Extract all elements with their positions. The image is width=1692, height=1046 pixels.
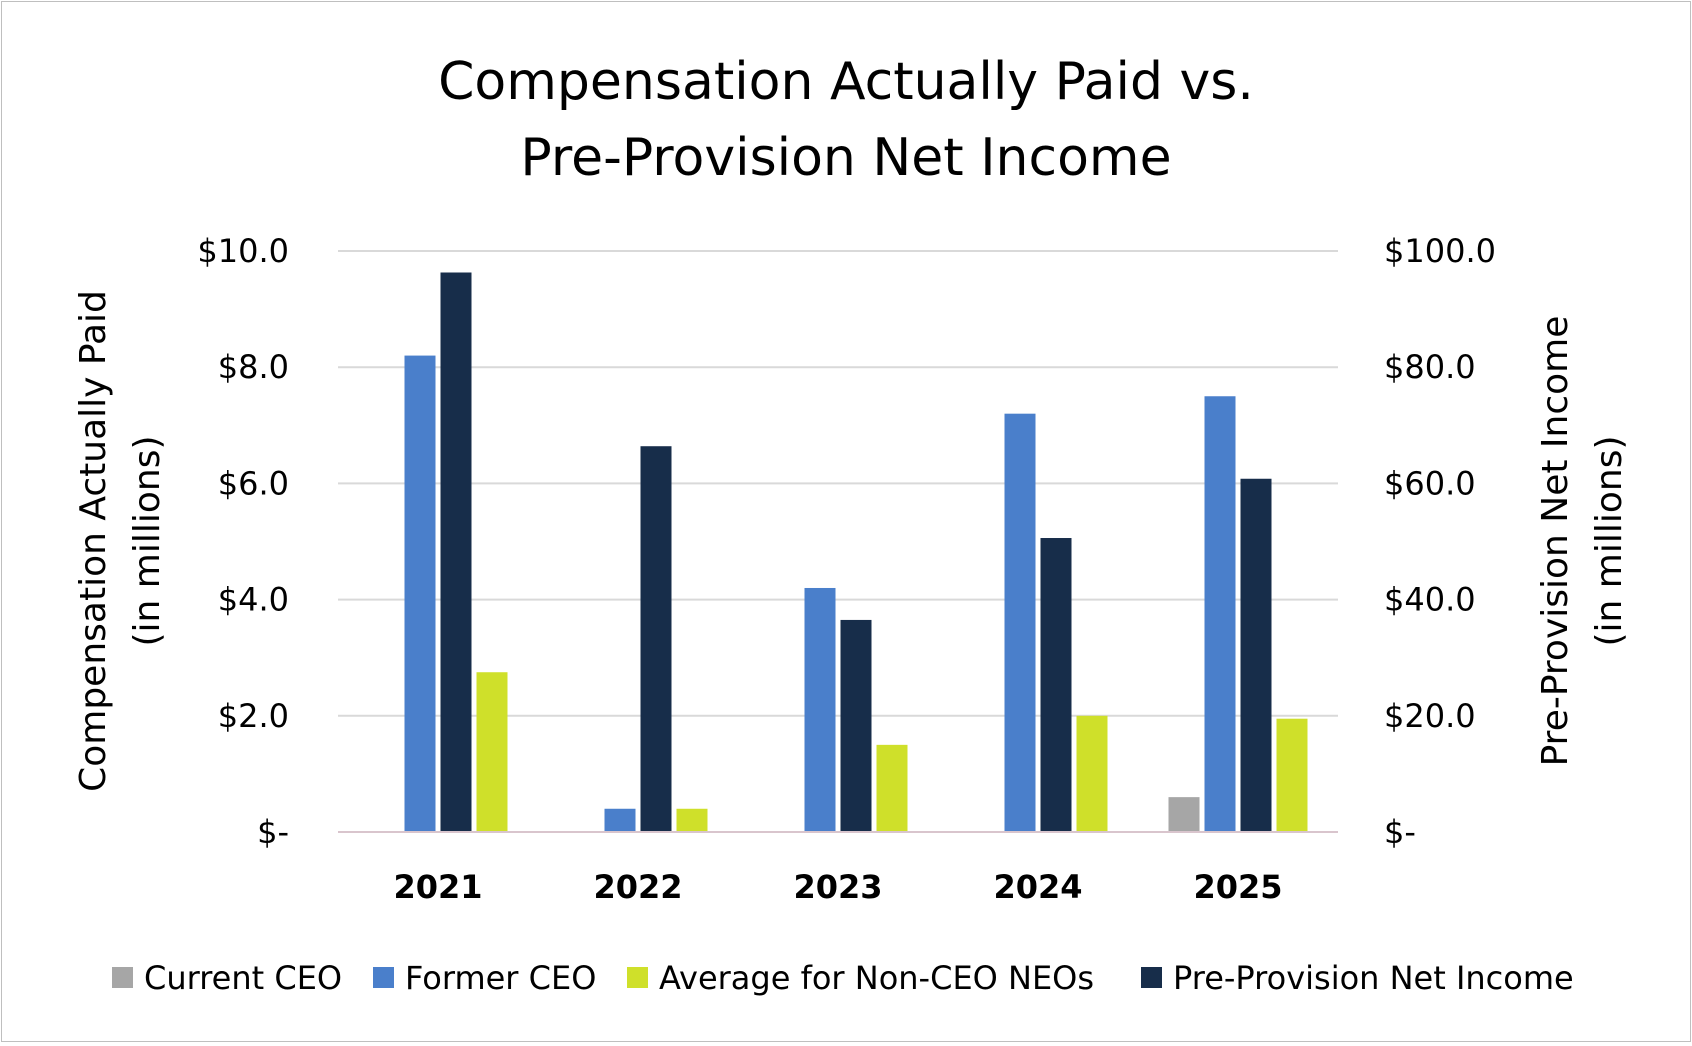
bar-pre-provision-net-income-2025 <box>1240 478 1272 832</box>
left-axis-title-line-2: (in millions) <box>127 435 168 646</box>
category-label: 2021 <box>393 868 482 906</box>
left-axis-ticks: $- $2.0 $4.0 $6.0 $8.0 $10.0 <box>197 232 289 851</box>
right-tick-label: $40.0 <box>1384 581 1476 619</box>
category-label: 2023 <box>793 868 882 906</box>
gridlines <box>338 250 1338 717</box>
bar-average-for-non-ceo-neos-2025 <box>1276 718 1308 832</box>
left-tick-label: $2.0 <box>218 697 289 735</box>
chart-title-line-1: Compensation Actually Paid vs. <box>438 52 1254 112</box>
legend-label: Average for Non-CEO NEOs <box>659 959 1094 997</box>
right-tick-label: $- <box>1384 813 1416 851</box>
bar-pre-provision-net-income-2024 <box>1040 538 1072 832</box>
legend: Current CEO Former CEO Average for Non-CEO… <box>112 959 1574 997</box>
right-axis-title-line-2: (in millions) <box>1589 435 1630 646</box>
bar-pre-provision-net-income-2022 <box>640 446 672 832</box>
bar-former-ceo-2024 <box>1004 413 1036 832</box>
legend-swatch <box>112 967 133 988</box>
bar-former-ceo-2025 <box>1204 396 1236 832</box>
left-axis-title-line-1: Compensation Actually Paid <box>73 290 114 792</box>
category-label: 2024 <box>993 868 1082 906</box>
right-tick-label: $100.0 <box>1384 232 1496 270</box>
legend-label: Current CEO <box>144 959 342 997</box>
bar-pre-provision-net-income-2023 <box>840 619 872 832</box>
chart-title-line-2: Pre-Provision Net Income <box>520 128 1171 188</box>
left-tick-label: $6.0 <box>218 464 289 502</box>
right-tick-label: $20.0 <box>1384 697 1476 735</box>
left-tick-label: $10.0 <box>197 232 289 270</box>
right-axis-title-line-1: Pre-Provision Net Income <box>1535 316 1576 767</box>
bar-current-ceo-2025 <box>1168 797 1200 832</box>
right-axis-ticks: $- $20.0 $40.0 $60.0 $80.0 $100.0 <box>1384 232 1496 851</box>
bar-former-ceo-2022 <box>604 808 636 832</box>
bar-pre-provision-net-income-2021 <box>440 272 472 832</box>
right-tick-label: $60.0 <box>1384 464 1476 502</box>
left-tick-label: $- <box>257 813 289 851</box>
bar-average-for-non-ceo-neos-2022 <box>676 808 708 832</box>
left-tick-label: $4.0 <box>218 581 289 619</box>
category-label: 2022 <box>593 868 682 906</box>
category-labels: 2021 2022 2023 2024 2025 <box>393 868 1282 906</box>
bars <box>404 272 1308 832</box>
bar-former-ceo-2023 <box>804 587 836 832</box>
legend-swatch <box>373 967 394 988</box>
category-label: 2025 <box>1193 868 1282 906</box>
bar-former-ceo-2021 <box>404 355 436 832</box>
legend-label: Pre-Provision Net Income <box>1173 959 1574 997</box>
bar-average-for-non-ceo-neos-2021 <box>476 672 508 832</box>
bar-average-for-non-ceo-neos-2024 <box>1076 715 1108 832</box>
legend-label: Former CEO <box>405 959 596 997</box>
legend-swatch <box>1141 967 1162 988</box>
left-tick-label: $8.0 <box>218 348 289 386</box>
legend-swatch <box>627 967 648 988</box>
right-tick-label: $80.0 <box>1384 348 1476 386</box>
bar-average-for-non-ceo-neos-2023 <box>876 744 908 832</box>
